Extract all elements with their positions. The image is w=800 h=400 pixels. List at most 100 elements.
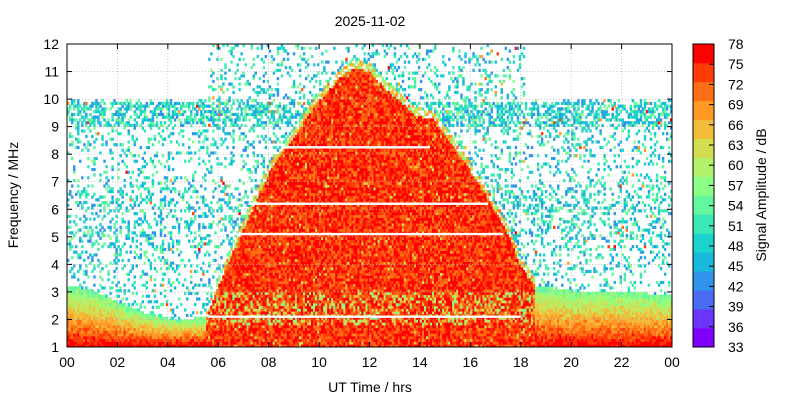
heatmap-cell	[194, 132, 197, 136]
heatmap-cell	[169, 308, 173, 312]
heatmap-cell	[113, 245, 116, 249]
heatmap-cell	[250, 234, 253, 238]
heatmap-cell	[216, 305, 219, 309]
heatmap-cell	[220, 319, 223, 323]
heatmap-cell	[218, 335, 221, 340]
heatmap-cell	[272, 57, 276, 61]
heatmap-cell	[169, 121, 173, 125]
heatmap-cell	[163, 330, 167, 334]
heatmap-cell	[131, 184, 134, 188]
heatmap-cell	[258, 341, 261, 345]
heatmap-cell	[236, 68, 239, 72]
heatmap-cell	[234, 302, 237, 307]
heatmap-cell	[71, 267, 74, 271]
heatmap-cell	[85, 338, 88, 342]
heatmap-cell	[151, 101, 155, 105]
heatmap-cell	[204, 327, 207, 331]
heatmap-cell	[274, 145, 278, 150]
heatmap-cell	[216, 118, 219, 122]
heatmap-cell	[198, 104, 201, 108]
heatmap-cell	[230, 335, 233, 340]
heatmap-cell	[81, 294, 84, 298]
heatmap-cell	[165, 101, 169, 105]
heatmap-cell	[260, 297, 264, 301]
heatmap-cell	[210, 115, 213, 119]
heatmap-cell	[167, 154, 171, 158]
heatmap-cell	[264, 256, 268, 260]
heatmap-cell	[91, 294, 94, 298]
heatmap-cell	[206, 129, 209, 133]
heatmap-cell	[165, 99, 169, 103]
heatmap-cell	[238, 101, 241, 105]
heatmap-cell	[123, 291, 126, 296]
heatmap-cell	[224, 286, 227, 290]
heatmap-cell	[252, 206, 255, 210]
heatmap-cell	[250, 170, 253, 174]
heatmap-cell	[256, 110, 259, 114]
heatmap-cell	[202, 145, 205, 150]
heatmap-cell	[115, 267, 118, 271]
heatmap-cell	[268, 302, 272, 307]
heatmap-cell	[97, 264, 100, 268]
heatmap-cell	[220, 330, 223, 334]
heatmap-cell	[260, 162, 264, 166]
heatmap-cell	[216, 156, 219, 161]
heatmap-cell	[161, 112, 165, 117]
heatmap-cell	[123, 184, 126, 188]
heatmap-cell	[200, 341, 203, 345]
heatmap-cell	[258, 289, 261, 293]
heatmap-cell	[115, 110, 118, 114]
heatmap-cell	[183, 333, 187, 337]
heatmap-cell	[181, 134, 185, 139]
heatmap-cell	[232, 239, 235, 243]
heatmap-cell	[87, 327, 90, 331]
heatmap-cell	[272, 330, 276, 334]
heatmap-cell	[79, 319, 82, 323]
heatmap-cell	[85, 269, 88, 274]
heatmap-cell	[155, 107, 159, 111]
heatmap-cell	[67, 330, 70, 334]
heatmap-cell	[206, 234, 209, 238]
heatmap-cell	[268, 195, 272, 199]
heatmap-cell	[206, 110, 209, 114]
heatmap-cell	[204, 341, 207, 345]
heatmap-cell	[71, 121, 74, 125]
heatmap-cell	[204, 104, 207, 108]
heatmap-cell	[228, 322, 231, 326]
heatmap-cell	[113, 305, 116, 309]
heatmap-cell	[260, 344, 264, 347]
heatmap-cell	[236, 250, 239, 254]
heatmap-cell	[224, 283, 227, 287]
heatmap-cell	[77, 110, 80, 114]
heatmap-cell	[226, 101, 229, 105]
heatmap-cell	[73, 302, 76, 307]
heatmap-cell	[234, 300, 237, 304]
heatmap-cell	[252, 333, 255, 337]
heatmap-cell	[141, 126, 145, 130]
heatmap-cell	[91, 313, 94, 318]
heatmap-cell	[73, 167, 76, 172]
heatmap-cell	[85, 195, 88, 199]
heatmap-cell	[190, 275, 193, 279]
heatmap-cell	[248, 239, 251, 243]
heatmap-cell	[218, 305, 221, 309]
heatmap-cell	[264, 121, 268, 125]
heatmap-cell	[83, 291, 86, 296]
heatmap-cell	[200, 110, 203, 114]
heatmap-cell	[252, 264, 255, 268]
heatmap-cell	[228, 291, 231, 296]
heatmap-cell	[248, 319, 251, 323]
heatmap-cell	[244, 305, 247, 309]
heatmap-cell	[67, 322, 70, 326]
heatmap-cell	[103, 344, 106, 347]
heatmap-cell	[127, 132, 130, 136]
heatmap-cell	[119, 253, 122, 257]
heatmap-cell	[196, 341, 199, 345]
heatmap-cell	[73, 178, 76, 183]
heatmap-cell	[230, 123, 233, 128]
heatmap-cell	[220, 335, 223, 340]
heatmap-cell	[242, 322, 245, 326]
heatmap-cell	[190, 335, 193, 340]
heatmap-cell	[260, 104, 264, 108]
heatmap-cell	[125, 225, 128, 229]
